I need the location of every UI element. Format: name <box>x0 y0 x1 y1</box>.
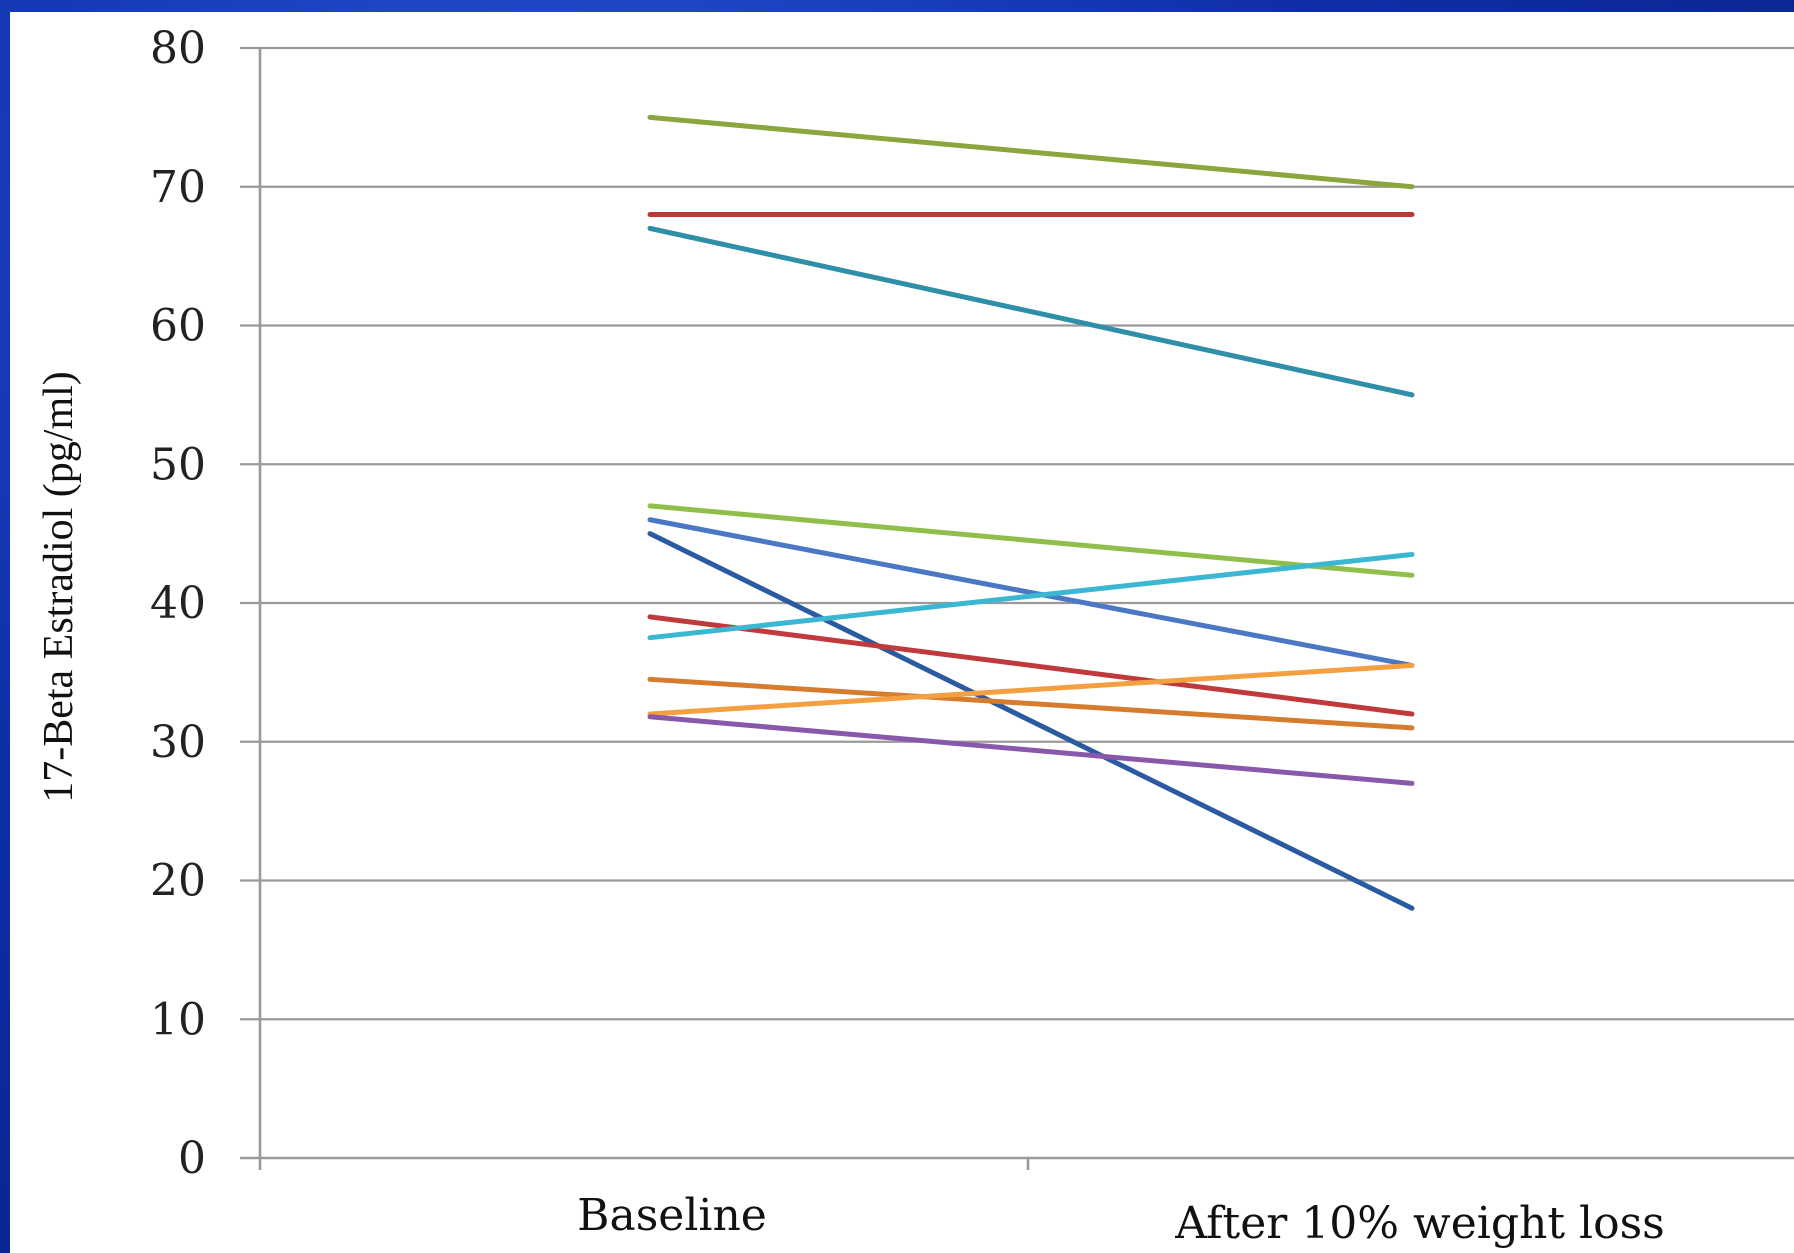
y-tick-label: 80 <box>150 23 206 74</box>
series-line-3 <box>647 225 1415 398</box>
series-line-11 <box>647 714 1415 786</box>
y-tick-label: 40 <box>150 578 206 629</box>
series-line-8 <box>647 551 1415 641</box>
y-tick-label: 30 <box>150 717 206 768</box>
series-line-1 <box>647 114 1415 190</box>
x-category-label: After 10% weight loss <box>1174 1198 1664 1249</box>
y-tick-label: 0 <box>178 1133 206 1184</box>
line-chart: 0 10 20 30 40 50 60 70 80 Baseline After 10% weig… <box>36 23 1794 1249</box>
y-tick-label: 20 <box>150 856 206 907</box>
series-line-10 <box>647 662 1415 717</box>
series-line-9 <box>647 676 1415 731</box>
x-category-label: Baseline <box>577 1190 767 1241</box>
y-axis-title: 17-Beta Estradiol (pg/ml) <box>36 371 82 803</box>
series-line-5 <box>647 517 1415 668</box>
x-category-labels: Baseline After 10% weight loss <box>577 1190 1665 1249</box>
axes <box>240 48 1794 1170</box>
y-tick-label: 70 <box>150 162 206 213</box>
y-tick-label: 10 <box>150 994 206 1045</box>
data-series <box>647 114 1415 911</box>
series-line-4 <box>647 503 1415 578</box>
y-tick-label: 50 <box>150 439 206 490</box>
gridlines <box>240 46 1794 1021</box>
chart-panel: 0 10 20 30 40 50 60 70 80 Baseline After 10% weig… <box>10 12 1794 1253</box>
y-tick-labels: 0 10 20 30 40 50 60 70 80 <box>150 23 206 1184</box>
y-tick-label: 60 <box>150 301 206 352</box>
series-line-6 <box>647 531 1415 911</box>
series-line-7 <box>647 614 1415 717</box>
